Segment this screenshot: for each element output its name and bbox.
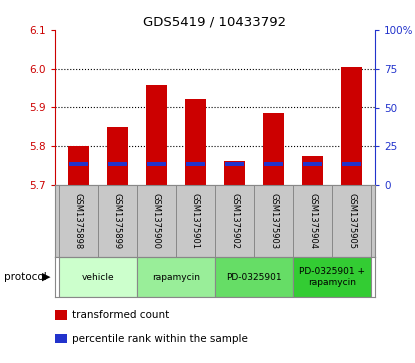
Text: GSM1375899: GSM1375899 <box>113 193 122 249</box>
Text: protocol: protocol <box>4 272 47 282</box>
Text: ▶: ▶ <box>42 272 51 282</box>
Text: PD-0325901: PD-0325901 <box>226 273 282 281</box>
Text: GSM1375898: GSM1375898 <box>74 193 83 249</box>
Text: GSM1375905: GSM1375905 <box>347 193 356 249</box>
Bar <box>69 162 88 166</box>
Bar <box>137 257 215 297</box>
Text: transformed count: transformed count <box>72 310 169 320</box>
Bar <box>341 67 362 185</box>
Bar <box>302 156 323 185</box>
Bar <box>147 162 166 166</box>
Text: percentile rank within the sample: percentile rank within the sample <box>72 334 247 344</box>
Title: GDS5419 / 10433792: GDS5419 / 10433792 <box>144 16 287 29</box>
Text: GSM1375904: GSM1375904 <box>308 193 317 249</box>
Bar <box>59 257 137 297</box>
Text: GSM1375903: GSM1375903 <box>269 193 278 249</box>
Text: GSM1375900: GSM1375900 <box>152 193 161 249</box>
Text: GSM1375902: GSM1375902 <box>230 193 239 249</box>
Bar <box>108 162 127 166</box>
Bar <box>107 127 128 185</box>
Bar <box>342 162 361 166</box>
Bar <box>186 162 205 166</box>
Bar <box>263 113 284 185</box>
Text: GSM1375901: GSM1375901 <box>191 193 200 249</box>
Bar <box>224 161 245 185</box>
Bar <box>303 162 322 166</box>
Bar <box>185 99 206 185</box>
Bar <box>225 162 244 166</box>
Text: rapamycin: rapamycin <box>152 273 200 281</box>
Bar <box>146 85 167 185</box>
Bar <box>264 162 283 166</box>
Bar <box>68 146 89 185</box>
Bar <box>215 257 293 297</box>
Text: PD-0325901 +
rapamycin: PD-0325901 + rapamycin <box>299 267 365 287</box>
Bar <box>293 257 371 297</box>
Text: vehicle: vehicle <box>82 273 114 281</box>
